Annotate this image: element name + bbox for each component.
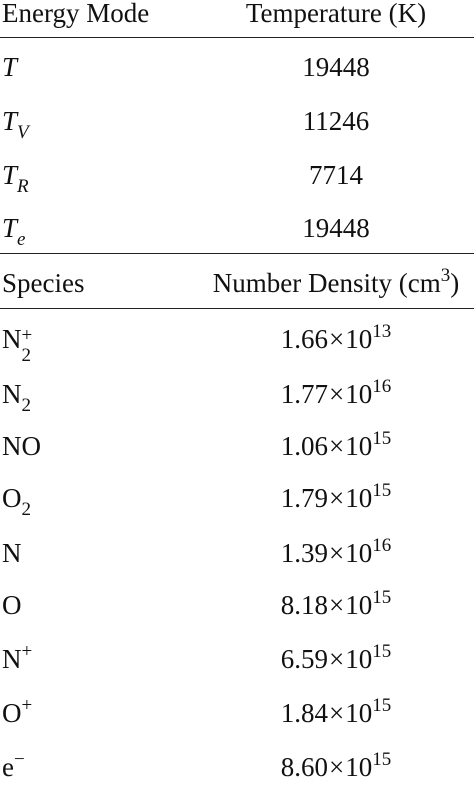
- species-name: N2: [2, 379, 31, 416]
- density-value: 8.18×1015: [280, 587, 392, 620]
- temperature-symbol: TV: [2, 106, 29, 143]
- species-name: NO: [2, 431, 41, 461]
- density-row: NO 1.06×1015: [0, 419, 474, 473]
- density-row: N 1.39×1016: [0, 526, 474, 580]
- temperature-header-row: Energy Mode Temperature (K): [0, 0, 474, 40]
- density-row: O+ 1.84×1015: [0, 686, 474, 740]
- density-value: 8.60×1015: [280, 749, 392, 782]
- header-rule: [0, 37, 474, 38]
- temperature-symbol: TR: [2, 160, 29, 197]
- density-value: 1.06×1015: [280, 428, 392, 461]
- temperature-value: 19448: [302, 213, 370, 243]
- density-value: 1.84×1015: [280, 695, 392, 728]
- temperature-row: TV 11246: [0, 94, 474, 148]
- temperature-value: 11246: [302, 106, 370, 136]
- temperature-row: T 19448: [0, 40, 474, 94]
- density-row: N+ 6.59×1015: [0, 632, 474, 686]
- density-value: 1.66×1013: [280, 321, 392, 354]
- species-name: O2: [2, 483, 31, 520]
- density-value: 6.59×1015: [280, 641, 392, 674]
- density-row: N +2 1.66×1013: [0, 312, 474, 366]
- density-header-row: Species Number Density (cm3): [0, 256, 474, 310]
- density-value: 1.39×1016: [280, 535, 392, 568]
- species-name: N +2: [2, 324, 33, 366]
- density-value: 1.77×1016: [280, 376, 392, 409]
- temperature-header: Temperature (K): [245, 0, 427, 28]
- species-name: e−: [2, 749, 25, 782]
- density-row: N2 1.77×1016: [0, 367, 474, 421]
- density-value: 1.79×1015: [280, 480, 392, 513]
- density-row: O2 1.79×1015: [0, 471, 474, 525]
- species-name: O+: [2, 695, 33, 728]
- species-header: Species: [2, 268, 85, 298]
- density-row: O 8.18×1015: [0, 578, 474, 632]
- temperature-row: TR 7714: [0, 148, 474, 202]
- species-name: N+: [2, 641, 33, 674]
- density-header-rule: [0, 308, 474, 309]
- energy-mode-header: Energy Mode: [2, 0, 150, 28]
- temperature-row: Te 19448: [0, 201, 474, 255]
- density-row: e− 8.60×1015: [0, 740, 474, 794]
- temperature-value: 19448: [302, 52, 370, 82]
- temperature-symbol: T: [2, 52, 18, 82]
- species-name: N: [2, 538, 22, 568]
- number-density-header: Number Density (cm3): [212, 265, 460, 298]
- temperature-symbol: Te: [2, 213, 26, 250]
- section-rule: [0, 253, 474, 254]
- temperature-value: 7714: [309, 160, 363, 190]
- species-name: O: [2, 590, 22, 620]
